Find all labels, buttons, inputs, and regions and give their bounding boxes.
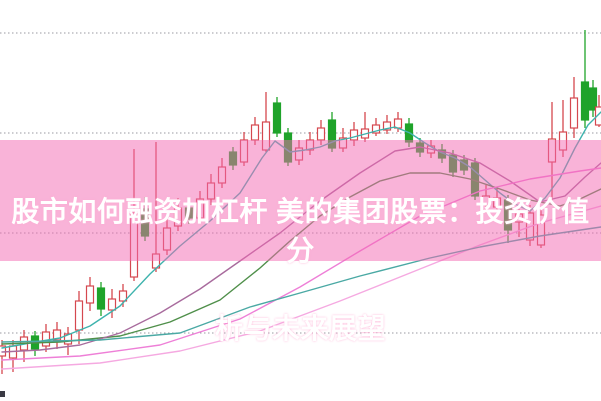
cropped-axis-label-fragment — [0, 391, 5, 397]
headline-line-1: 股市如何融资加杠杆 美的集团股票：投资价值分 — [11, 196, 590, 266]
candle-down — [580, 30, 590, 128]
candle-up — [85, 277, 95, 311]
candle-down — [272, 97, 282, 137]
candle-up — [41, 324, 51, 352]
candle-down — [96, 282, 106, 316]
candle-up — [371, 118, 381, 136]
candle-up — [360, 112, 370, 142]
candle-up — [107, 289, 117, 318]
headline-overlay-band — [0, 140, 601, 261]
candle-up — [594, 95, 601, 127]
headline-line-2: 析与未来展望 — [214, 313, 386, 344]
candle-up — [52, 322, 62, 349]
candle-down — [588, 80, 598, 117]
headline-title: 股市如何融资加杠杆 美的集团股票：投资价值分 析与未来展望 — [0, 153, 601, 387]
candle-up — [382, 115, 392, 134]
candle-up — [569, 77, 579, 138]
